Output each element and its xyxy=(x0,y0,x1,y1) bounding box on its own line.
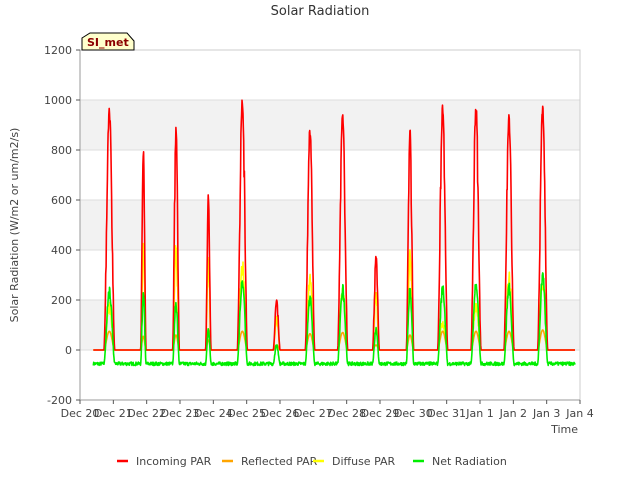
background-band xyxy=(80,150,580,200)
legend-item-diffuse: Diffuse PAR xyxy=(313,455,396,468)
y-axis-label: Solar Radiation (W/m2 or um/m2/s) xyxy=(8,128,21,323)
y-tick-label: 400 xyxy=(51,244,72,257)
y-tick-label: 1000 xyxy=(44,94,72,107)
y-tick-label: -200 xyxy=(47,394,72,407)
y-tick-label: 600 xyxy=(51,194,72,207)
legend: Incoming PAR Reflected PAR Diffuse PAR Net … xyxy=(117,455,507,468)
y-tick-labels: -200 0 200 400 600 800 1000 1200 xyxy=(44,44,80,407)
plot-background-bands xyxy=(80,50,580,400)
y-tick-label: 1200 xyxy=(44,44,72,57)
axes xyxy=(79,50,580,401)
y-tick-label: 0 xyxy=(65,344,72,357)
x-tick-label: Dec 30 xyxy=(394,407,433,420)
background-band xyxy=(80,200,580,250)
legend-label-incoming: Incoming PAR xyxy=(136,455,212,468)
site-badge-label: SI_met xyxy=(87,36,129,49)
site-badge-box xyxy=(81,32,135,51)
background-band xyxy=(80,300,580,350)
x-axis-label: Time xyxy=(550,423,578,436)
y-tick-label: 800 xyxy=(51,144,72,157)
y-tick-label: 200 xyxy=(51,294,72,307)
x-tick-label: Jan 4 xyxy=(565,407,593,420)
x-tick-label: Dec 25 xyxy=(227,407,266,420)
site-badge: SI_met xyxy=(81,32,135,51)
x-tick-label: Dec 21 xyxy=(94,407,133,420)
series-line-incoming xyxy=(92,99,576,351)
x-tick-label: Jan 2 xyxy=(499,407,527,420)
x-tick-label: Dec 20 xyxy=(61,407,100,420)
legend-label-reflected: Reflected PAR xyxy=(241,455,318,468)
x-tick-label: Dec 22 xyxy=(127,407,166,420)
series-line-net xyxy=(92,272,576,367)
legend-item-net: Net Radiation xyxy=(413,455,507,468)
x-tick-label: Dec 24 xyxy=(194,407,233,420)
series-layer xyxy=(92,99,576,367)
x-tick-label: Dec 27 xyxy=(294,407,333,420)
background-band xyxy=(80,350,580,400)
x-tick-label: Dec 26 xyxy=(261,407,300,420)
x-tick-label: Dec 28 xyxy=(327,407,366,420)
chart-title: Solar Radiation xyxy=(271,4,370,19)
x-tick-label: Dec 29 xyxy=(361,407,400,420)
background-band xyxy=(80,250,580,300)
legend-item-incoming: Incoming PAR xyxy=(117,455,212,468)
x-tick-label: Dec 31 xyxy=(427,407,466,420)
x-tick-label: Dec 23 xyxy=(161,407,200,420)
x-tick-label: Jan 1 xyxy=(465,407,493,420)
background-band xyxy=(80,50,580,100)
background-band xyxy=(80,100,580,150)
x-tick-label: Jan 3 xyxy=(532,407,560,420)
legend-label-diffuse: Diffuse PAR xyxy=(332,455,396,468)
legend-item-reflected: Reflected PAR xyxy=(222,455,318,468)
legend-label-net: Net Radiation xyxy=(432,455,507,468)
